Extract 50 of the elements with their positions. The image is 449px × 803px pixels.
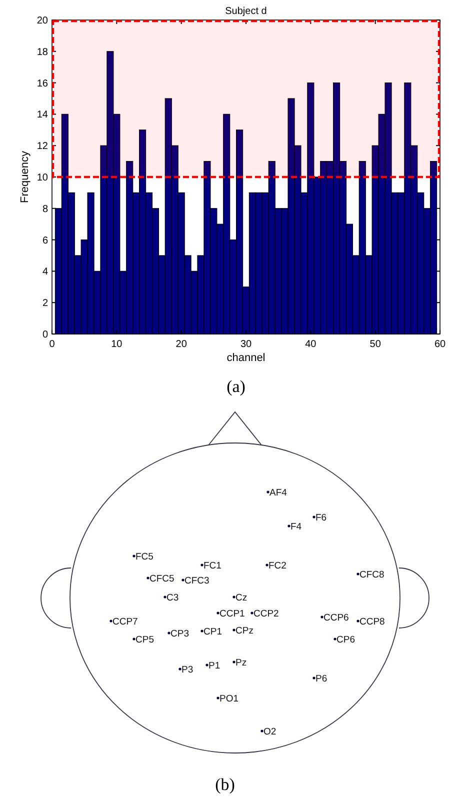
text: Cz (236, 592, 248, 604)
text: P1 (208, 660, 220, 672)
text: CFC8 (360, 570, 384, 580)
y-tick-label: 8 (42, 204, 48, 215)
y-tick-label: 20 (36, 16, 48, 26)
text: FC5 (136, 552, 154, 562)
x-tick-label: 40 (305, 339, 317, 350)
text: CCP1 (220, 608, 245, 620)
text: CCP7 (112, 616, 138, 628)
text: (b) (215, 775, 235, 794)
text: CP6 (336, 634, 355, 646)
text: AF4 (270, 488, 287, 498)
x-tick-label: 20 (176, 339, 188, 350)
text: Pz (236, 658, 247, 668)
text: F4 (290, 522, 302, 532)
y-tick-label: 12 (36, 141, 48, 152)
text: C3 (166, 592, 179, 604)
y-tick-label: 14 (36, 110, 48, 121)
text: FC1 (204, 560, 222, 572)
text: (a) (226, 377, 246, 396)
y-tick-label: 0 (42, 330, 48, 340)
text: CP1 (204, 626, 222, 638)
y-tick-label: 10 (36, 172, 48, 184)
text: CFC3 (184, 576, 210, 586)
x-axis-title: channel (226, 352, 266, 364)
x-tick-label: 10 (111, 339, 123, 350)
text: P3 (182, 664, 194, 676)
chart-title: Subject d (225, 6, 267, 17)
y-tick-label: 18 (36, 46, 48, 58)
y-tick-label: 6 (42, 235, 48, 246)
text: CCP2 (254, 608, 279, 620)
x-tick-label: 30 (240, 339, 252, 350)
y-axis-title: Frequency (19, 150, 31, 203)
text: FC2 (268, 560, 286, 572)
text: PO1 (220, 694, 239, 704)
y-tick-label: 4 (42, 266, 48, 278)
y-tick-label: 16 (36, 78, 48, 90)
text: P6 (316, 674, 328, 684)
text: CP3 (170, 628, 189, 640)
x-tick-label: 60 (434, 339, 446, 350)
text: CFC5 (150, 574, 174, 584)
text: CCP8 (360, 616, 385, 628)
text: CP5 (136, 634, 154, 646)
text: CPz (236, 626, 254, 636)
text: O2 (264, 726, 276, 738)
x-tick-label: 0 (49, 339, 56, 350)
text: CCP6 (324, 612, 349, 624)
text: F6 (316, 512, 327, 524)
x-tick-label: 50 (370, 339, 382, 350)
y-tick-label: 2 (42, 298, 48, 310)
